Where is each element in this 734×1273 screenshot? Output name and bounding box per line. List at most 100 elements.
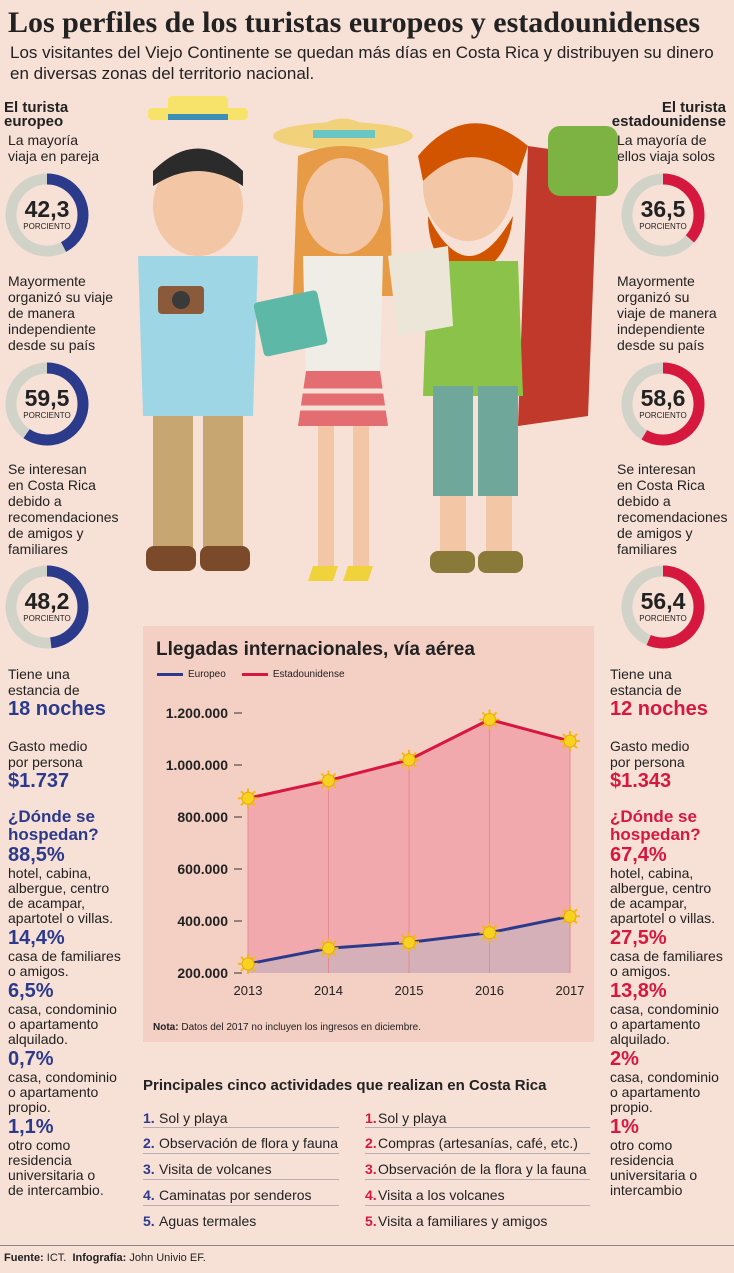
- donut-value-arc: [621, 362, 705, 446]
- data-point-estadounidense: [241, 791, 255, 805]
- percent-label: PORCIENTO: [639, 222, 687, 231]
- marker-ray: [320, 772, 325, 778]
- lodging-item: 88,5% hotel, cabina, albergue, centro de…: [8, 844, 114, 926]
- x-tick-label: 2016: [475, 983, 504, 998]
- percent-label: PORCIENTO: [23, 222, 71, 231]
- marker-ray: [320, 784, 325, 789]
- data-point-europeo: [322, 941, 335, 955]
- marker-ray: [240, 967, 245, 972]
- donut-value-arc: [621, 565, 705, 649]
- activity-item: 3. Visita de volcanes: [143, 1154, 343, 1180]
- marker-ray: [573, 733, 578, 738]
- marker-ray: [481, 936, 486, 941]
- donut-ring: [5, 173, 89, 257]
- marker-ray: [332, 772, 337, 778]
- europe-activities-list: 1. Sol y playa 2. Observación de flora y…: [143, 1103, 343, 1232]
- donut-ring: [5, 565, 89, 649]
- usa-stat3-text: Se interesan en Costa Rica debido a reco…: [617, 461, 728, 557]
- data-point-estadounidense: [322, 774, 335, 788]
- marker-ray: [401, 752, 406, 757]
- usa-spend-value: $1.343: [610, 770, 672, 792]
- activity-item: 2. Compras (artesanías, café, etc.): [365, 1128, 605, 1154]
- x-tick-label: 2014: [314, 983, 343, 998]
- activity-item: 3. Observación de la flora y la fauna: [365, 1154, 605, 1180]
- legend-label-europeo: Europeo: [188, 669, 226, 680]
- x-tick-label: 2017: [556, 983, 585, 998]
- marker-ray: [562, 733, 567, 738]
- activity-item: 5. Visita a familiares y amigos: [365, 1213, 548, 1229]
- data-point-europeo: [483, 926, 496, 940]
- europe-spend-text: Gasto medio por persona: [8, 738, 88, 770]
- activity-item: 2. Observación de flora y fauna: [143, 1128, 343, 1154]
- activity-item: 1. Sol y playa: [143, 1103, 343, 1128]
- legend-swatch-estadounidense: [241, 673, 268, 676]
- footer-credits: Fuente: ICT. Infografía: John Univio EF.: [4, 1252, 206, 1264]
- lodging-item: 1% otro como residencia universitaria o …: [610, 1116, 698, 1198]
- marker-ray: [401, 945, 406, 951]
- europe-stat3-text: Se interesan en Costa Rica debido a reco…: [8, 461, 119, 557]
- usa-stat2-value: 58,6: [640, 385, 686, 411]
- europe-stat2-donut: 59,5 PORCIENTO: [4, 361, 90, 447]
- data-point-estadounidense: [483, 713, 496, 726]
- legend-label-estadounidense: Estadounidense: [272, 669, 345, 680]
- chart-legend: Europeo Estadounidense: [157, 669, 345, 680]
- europe-heading: El turista europeo: [4, 99, 69, 130]
- data-point-europeo: [563, 909, 577, 923]
- europe-stay-value: 18 noches: [8, 698, 106, 720]
- marker-ray: [493, 924, 498, 930]
- donut-value-arc: [5, 362, 89, 446]
- donut-value-arc: [5, 565, 89, 649]
- marker-ray: [320, 951, 325, 957]
- page-subtitle: Los visitantes del Viejo Continente se q…: [10, 43, 714, 83]
- marker-ray: [401, 763, 406, 768]
- marker-ray: [481, 924, 486, 930]
- percent-label: PORCIENTO: [23, 411, 71, 420]
- donut-value-arc: [621, 173, 705, 257]
- data-point-estadounidense: [563, 734, 577, 748]
- activity-item: 5. Aguas termales: [143, 1213, 257, 1229]
- legend-swatch-europeo: [157, 673, 183, 676]
- europe-spend-value: $1.737: [8, 770, 70, 792]
- x-tick-label: 2013: [234, 983, 263, 998]
- marker-ray: [493, 723, 498, 728]
- american-man-figure: [388, 123, 618, 573]
- lodging-item: 6,5% casa, condominio o apartamento alqu…: [8, 980, 117, 1047]
- marker-ray: [412, 763, 417, 768]
- marker-ray: [562, 908, 567, 913]
- usa-stat1-donut: 36,5 PORCIENTO: [620, 172, 706, 258]
- donut-ring: [621, 362, 705, 446]
- chart-note: Nota: Datos del 2017 no incluyen los ing…: [153, 1022, 421, 1033]
- marker-ray: [240, 801, 245, 807]
- donut-value-arc: [5, 173, 89, 257]
- data-point-europeo: [241, 957, 255, 971]
- activity-item: 1. Sol y playa: [365, 1103, 605, 1128]
- lodging-item: 2% casa, condominio o apartamento propio…: [610, 1048, 719, 1115]
- y-tick-label: 800.000: [177, 809, 228, 825]
- usa-stat1-text: La mayoría de ellos viaja solos: [617, 132, 716, 164]
- europe-stat1-donut: 42,3 PORCIENTO: [4, 172, 90, 258]
- marker-ray: [412, 945, 417, 951]
- europe-lodging-list: 88,5% hotel, cabina, albergue, centro de…: [8, 845, 143, 1198]
- europe-stat1-value: 42,3: [24, 196, 70, 222]
- usa-lodging-list: 67,4% hotel, cabina, albergue, centro de…: [610, 845, 734, 1198]
- european-woman-figure: [253, 118, 413, 581]
- marker-ray: [493, 936, 498, 941]
- marker-ray: [562, 744, 567, 749]
- european-man-figure: [138, 96, 258, 571]
- marker-ray: [332, 940, 337, 945]
- europe-lodging-title: ¿Dónde se hospedan?: [8, 807, 99, 844]
- marker-ray: [412, 934, 417, 939]
- marker-ray: [573, 908, 578, 913]
- europe-stat3-value: 48,2: [24, 588, 70, 614]
- usa-stat3-value: 56,4: [640, 588, 686, 614]
- activity-item: 4. Caminatas por senderos: [143, 1180, 343, 1206]
- x-tick-label: 2015: [395, 983, 424, 998]
- tourists-illustration: [138, 96, 618, 581]
- activities-title: Principales cinco actividades que realiz…: [143, 1077, 547, 1094]
- usa-stat2-donut: 58,6 PORCIENTO: [620, 361, 706, 447]
- donut-ring: [5, 362, 89, 446]
- y-tick-label: 200.000: [177, 965, 228, 981]
- usa-stay-value: 12 noches: [610, 698, 708, 720]
- data-point-estadounidense: [402, 753, 416, 767]
- marker-ray: [401, 934, 406, 939]
